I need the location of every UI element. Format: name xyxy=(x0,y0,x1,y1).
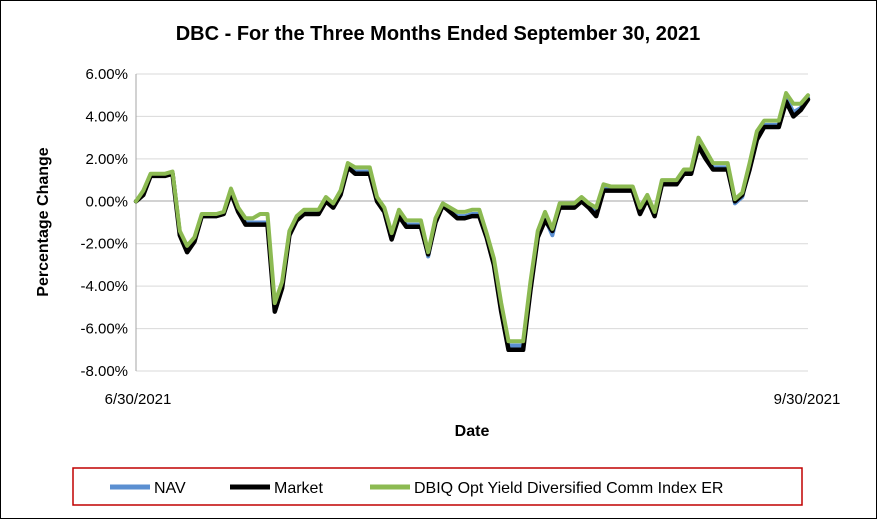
x-tick-start: 6/30/2021 xyxy=(105,391,172,408)
y-axis-label: Percentage Change xyxy=(35,147,52,296)
y-tick-label: -6.00% xyxy=(80,321,128,338)
x-tick-end: 9/30/2021 xyxy=(774,391,841,408)
legend-label: NAV xyxy=(154,480,186,497)
y-tick-label: 4.00% xyxy=(85,108,128,125)
y-tick-label: -8.00% xyxy=(80,363,128,380)
chart-title: DBC - For the Three Months Ended Septemb… xyxy=(176,23,701,45)
y-tick-label: 6.00% xyxy=(85,66,128,83)
y-tick-label: -2.00% xyxy=(80,236,128,253)
y-tick-label: -4.00% xyxy=(80,278,128,295)
series-line-dbiq-opt-yield-diversified-comm-index-er xyxy=(134,91,810,344)
series-line-market xyxy=(133,97,811,353)
y-tick-label: 2.00% xyxy=(85,151,128,168)
y-tick-label: 0.00% xyxy=(85,193,128,210)
legend-box xyxy=(72,467,803,506)
series-line-nav xyxy=(134,95,810,348)
y-axis-ticks: 6.00% 4.00% 2.00% 0.00% -2.00% -4.00% -6.00% -8… xyxy=(80,66,128,380)
legend-entries: NAV Market DBIQ Opt Yield Diversified Comm… xyxy=(110,480,723,497)
gridlines xyxy=(136,73,808,372)
legend-label: Market xyxy=(274,480,323,497)
x-axis-label: Date xyxy=(455,423,490,440)
series-lines xyxy=(133,91,811,353)
legend: NAV Market DBIQ Opt Yield Diversified Comm… xyxy=(72,467,803,506)
legend-label: DBIQ Opt Yield Diversified Comm Index ER xyxy=(414,480,723,497)
